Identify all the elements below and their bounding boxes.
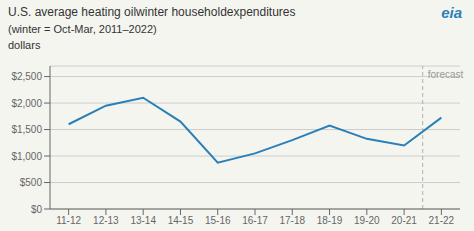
- svg-text:17-18: 17-18: [279, 215, 305, 226]
- svg-text:11-12: 11-12: [56, 215, 81, 226]
- svg-text:$500: $500: [20, 177, 43, 188]
- svg-text:20-21: 20-21: [391, 215, 417, 226]
- svg-text:$2,500: $2,500: [11, 71, 42, 82]
- svg-text:15-16: 15-16: [205, 215, 231, 226]
- svg-text:21-22: 21-22: [429, 215, 455, 226]
- svg-text:$1,000: $1,000: [11, 151, 42, 162]
- svg-text:14-15: 14-15: [168, 215, 194, 226]
- svg-text:18-19: 18-19: [317, 215, 343, 226]
- svg-text:$1,500: $1,500: [11, 124, 42, 135]
- html-text:eia: eia: [441, 4, 462, 21]
- svg-text:16-17: 16-17: [242, 215, 268, 226]
- html-text:(winter = Oct-Mar, 2011–2022): (winter = Oct-Mar, 2011–2022): [8, 23, 157, 35]
- svg-text:$0: $0: [31, 204, 43, 215]
- svg-text:13-14: 13-14: [130, 215, 156, 226]
- svg-text:forecast: forecast: [428, 69, 464, 80]
- html-text:dollars: dollars: [8, 39, 41, 51]
- svg-text:12-13: 12-13: [93, 215, 119, 226]
- html-text:U.S. average heating oilwinter: U.S. average heating oilwinter household…: [8, 5, 296, 19]
- svg-text:$2,000: $2,000: [11, 98, 42, 109]
- svg-text:19-20: 19-20: [354, 215, 380, 226]
